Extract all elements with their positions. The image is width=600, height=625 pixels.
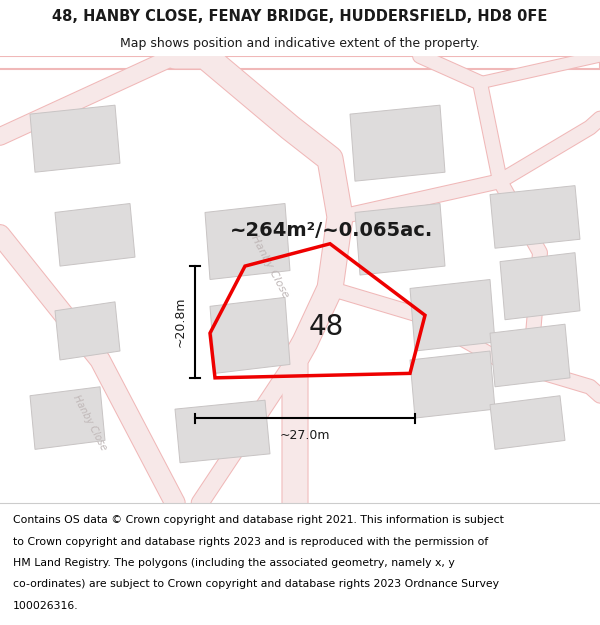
Text: 48, HANBY CLOSE, FENAY BRIDGE, HUDDERSFIELD, HD8 0FE: 48, HANBY CLOSE, FENAY BRIDGE, HUDDERSFI… <box>52 9 548 24</box>
Text: ~20.8m: ~20.8m <box>174 297 187 348</box>
Text: 48: 48 <box>308 313 343 341</box>
Text: co-ordinates) are subject to Crown copyright and database rights 2023 Ordnance S: co-ordinates) are subject to Crown copyr… <box>13 579 499 589</box>
Text: Map shows position and indicative extent of the property.: Map shows position and indicative extent… <box>120 37 480 50</box>
Text: HM Land Registry. The polygons (including the associated geometry, namely x, y: HM Land Registry. The polygons (includin… <box>13 558 455 568</box>
Polygon shape <box>205 204 290 279</box>
Text: ~27.0m: ~27.0m <box>280 429 330 442</box>
Polygon shape <box>490 324 570 387</box>
Polygon shape <box>350 105 445 181</box>
Polygon shape <box>490 186 580 248</box>
Text: Contains OS data © Crown copyright and database right 2021. This information is : Contains OS data © Crown copyright and d… <box>13 515 504 525</box>
Polygon shape <box>410 279 495 351</box>
Polygon shape <box>500 253 580 320</box>
Polygon shape <box>55 302 120 360</box>
Text: to Crown copyright and database rights 2023 and is reproduced with the permissio: to Crown copyright and database rights 2… <box>13 536 488 546</box>
Text: Hanby Close: Hanby Close <box>71 393 109 452</box>
Polygon shape <box>55 204 135 266</box>
Polygon shape <box>410 351 495 418</box>
Text: Hanby Close: Hanby Close <box>249 233 291 299</box>
Text: ~264m²/~0.065ac.: ~264m²/~0.065ac. <box>230 221 433 240</box>
Polygon shape <box>175 400 270 462</box>
Text: 100026316.: 100026316. <box>13 601 79 611</box>
Polygon shape <box>490 396 565 449</box>
Polygon shape <box>355 204 445 275</box>
Polygon shape <box>30 387 105 449</box>
Polygon shape <box>210 298 290 373</box>
Polygon shape <box>30 105 120 172</box>
